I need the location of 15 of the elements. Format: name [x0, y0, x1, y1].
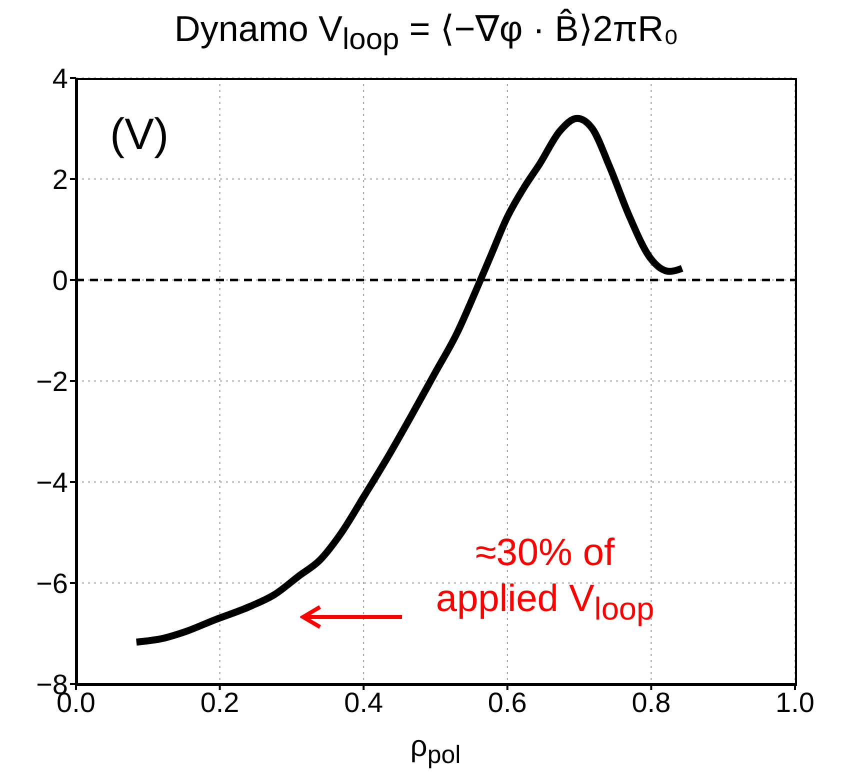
y-axis-title: (V) — [110, 110, 169, 160]
x-tick-label: 0.8 — [632, 686, 671, 718]
y-tick-label: −4 — [36, 466, 68, 498]
x-tick-label: 0.4 — [344, 686, 384, 718]
x-tick-label: 0.2 — [200, 686, 240, 718]
x-tick-label: 0.6 — [488, 686, 527, 718]
y-tick-label: −6 — [36, 568, 68, 599]
y-tick-label: 2 — [52, 164, 68, 195]
y-tick-label: −2 — [36, 366, 68, 397]
chart-title: Dynamo V$_{loop}$ = ⟨−∇φ · B̂⟩2πR₀ — [173, 8, 680, 58]
x-axis-title: ρ$_{pol}$ — [409, 730, 462, 770]
y-tick-label: 4 — [52, 62, 68, 94]
y-tick-label: 0 — [52, 264, 68, 296]
annotation: ≈30% of applied V$_{loop}$ — [434, 531, 656, 629]
x-tick-label: 1.0 — [776, 686, 814, 718]
